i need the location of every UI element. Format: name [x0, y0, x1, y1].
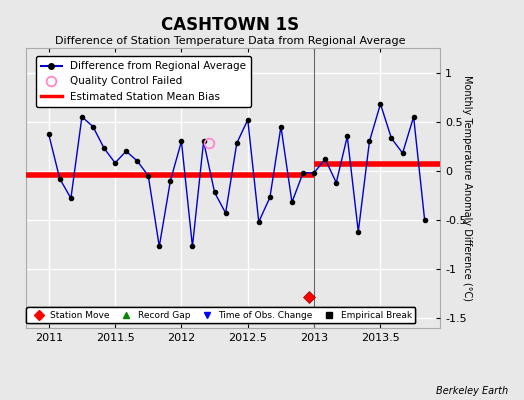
Text: CASHTOWN 1S: CASHTOWN 1S — [161, 16, 300, 34]
Text: Berkeley Earth: Berkeley Earth — [436, 386, 508, 396]
Text: Difference of Station Temperature Data from Regional Average: Difference of Station Temperature Data f… — [56, 36, 406, 46]
Legend: Station Move, Record Gap, Time of Obs. Change, Empirical Break: Station Move, Record Gap, Time of Obs. C… — [26, 307, 416, 324]
Y-axis label: Monthly Temperature Anomaly Difference (°C): Monthly Temperature Anomaly Difference (… — [462, 75, 472, 301]
